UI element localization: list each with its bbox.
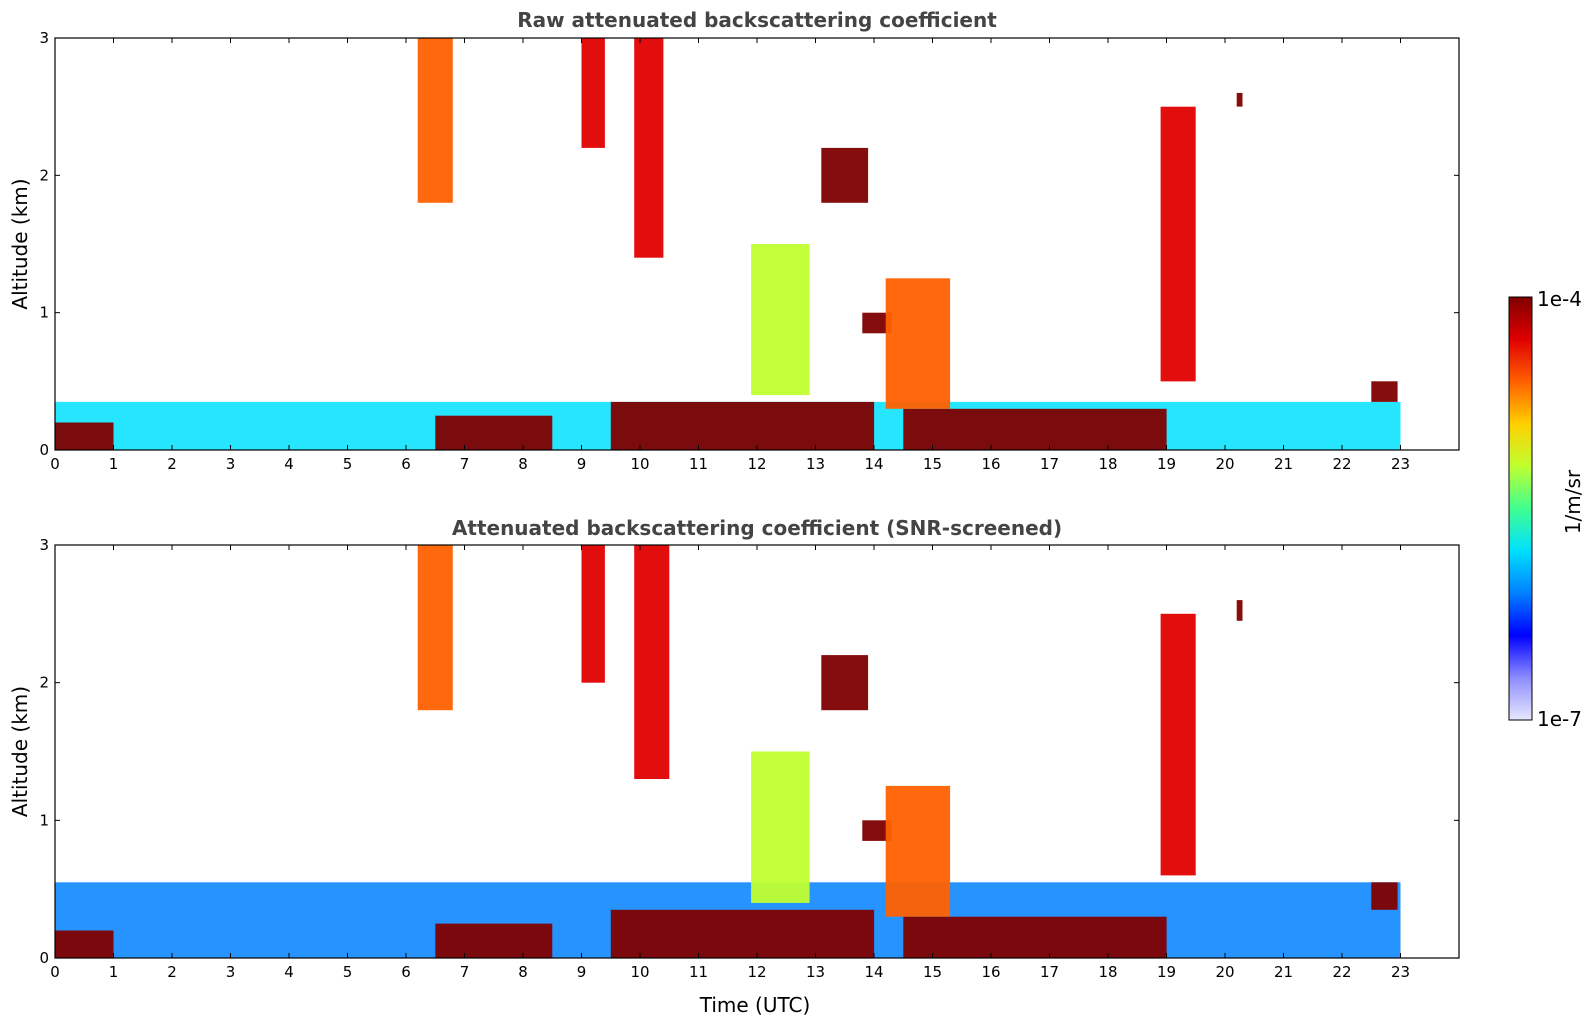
heatmap-layer-8 [821, 147, 869, 203]
x-tick-label: 1 [109, 455, 119, 473]
heatmap-layer-4 [903, 408, 1167, 450]
colorbar: 1e-4 1e-7 1/m/sr [1508, 287, 1585, 731]
chart-title: Attenuated backscattering coefficient (S… [452, 516, 1062, 540]
x-tick-label: 2 [167, 963, 177, 981]
heatmap-layer-12 [1160, 613, 1196, 876]
chart-title: Raw attenuated backscattering coefficien… [517, 8, 997, 32]
y-tick-label: 3 [39, 536, 49, 554]
heatmap-layer-13 [1236, 92, 1243, 107]
heatmap-layer-9 [862, 312, 892, 334]
x-tick-label: 3 [226, 963, 236, 981]
y-tick-label: 0 [39, 949, 49, 967]
heatmap-layer-14 [1371, 882, 1398, 910]
heatmap-layer-6 [581, 545, 605, 683]
heatmap-layer-11 [751, 751, 810, 903]
x-tick-label: 11 [689, 455, 708, 473]
heatmap-layer-6 [581, 38, 605, 148]
heatmap-layer-11 [751, 244, 810, 396]
y-axis-label: Altitude (km) [8, 178, 32, 309]
heatmap-layer-12 [1160, 106, 1196, 382]
x-tick-label: 13 [806, 963, 825, 981]
x-tick-label: 20 [1215, 963, 1234, 981]
y-tick-label: 2 [39, 674, 49, 692]
colorbar-unit-label: 1/m/sr [1561, 469, 1585, 534]
x-tick-label: 4 [284, 455, 294, 473]
x-tick-label: 15 [923, 963, 942, 981]
heatmap-layer-9 [862, 820, 892, 841]
x-tick-label: 14 [864, 455, 883, 473]
x-tick-label: 8 [518, 963, 528, 981]
heatmap-layer-4 [903, 916, 1167, 958]
heatmap-layer-5 [417, 38, 453, 203]
x-tick-label: 5 [343, 963, 353, 981]
x-tick-label: 6 [401, 963, 411, 981]
heatmap-layer-2 [435, 415, 553, 450]
x-tick-label: 0 [50, 963, 60, 981]
heatmap-layer-10 [885, 278, 951, 409]
x-tick-label: 18 [1098, 455, 1117, 473]
y-axis-label: Altitude (km) [8, 686, 32, 817]
colorbar-max-label: 1e-4 [1537, 287, 1582, 311]
y-tick-label: 3 [39, 29, 49, 47]
x-tick-label: 4 [284, 963, 294, 981]
x-tick-label: 3 [226, 455, 236, 473]
heatmap-layer-1 [55, 930, 114, 958]
x-tick-label: 7 [460, 963, 470, 981]
x-tick-label: 5 [343, 455, 353, 473]
x-tick-label: 16 [981, 455, 1000, 473]
x-tick-label: 12 [747, 455, 766, 473]
x-tick-label: 15 [923, 455, 942, 473]
heatmap-layer-1 [55, 422, 114, 450]
panel-1: 0 1 2 3 4 5 6 7 8 9 10 11 12 13 14 15 16 17 18 19 20 21 22 2301… [8, 8, 1460, 473]
x-tick-label: 19 [1157, 963, 1176, 981]
x-tick-label: 1 [109, 963, 119, 981]
heatmap-layer-5 [417, 545, 453, 711]
x-tick-label: 17 [1040, 963, 1059, 981]
x-axis-label: Time (UTC) [699, 993, 811, 1017]
x-tick-label: 22 [1332, 455, 1351, 473]
colorbar-scale [1508, 296, 1533, 721]
x-tick-label: 10 [630, 455, 649, 473]
x-tick-label: 13 [806, 455, 825, 473]
x-tick-label: 18 [1098, 963, 1117, 981]
x-tick-label: 0 [50, 455, 60, 473]
heatmap-layer-3 [610, 401, 875, 450]
panel-2: 0 1 2 3 4 5 6 7 8 9 10 11 12 13 14 15 16 17 18 19 20 21 22 2301… [8, 516, 1460, 1017]
x-tick-label: 23 [1391, 963, 1410, 981]
heatmap-layer-2 [435, 923, 553, 958]
x-tick-label: 21 [1274, 455, 1293, 473]
x-tick-label: 16 [981, 963, 1000, 981]
x-tick-label: 23 [1391, 455, 1410, 473]
x-tick-label: 7 [460, 455, 470, 473]
x-tick-label: 8 [518, 455, 528, 473]
y-tick-label: 2 [39, 166, 49, 184]
x-tick-label: 17 [1040, 455, 1059, 473]
x-tick-label: 12 [747, 963, 766, 981]
x-tick-label: 6 [401, 455, 411, 473]
x-tick-label: 21 [1274, 963, 1293, 981]
colorbar-min-label: 1e-7 [1537, 707, 1582, 731]
heatmap-layer-7 [634, 38, 664, 258]
y-tick-label: 1 [39, 304, 49, 322]
x-tick-label: 10 [630, 963, 649, 981]
heatmap-layer-8 [821, 655, 869, 711]
x-tick-label: 20 [1215, 455, 1234, 473]
heatmap-layer-3 [610, 909, 875, 958]
heatmap-layer-7 [634, 545, 670, 779]
heatmap-layer-13 [1236, 600, 1243, 621]
heatmap-layer-10 [885, 785, 951, 917]
x-tick-label: 9 [577, 963, 587, 981]
x-tick-label: 2 [167, 455, 177, 473]
x-tick-label: 14 [864, 963, 883, 981]
x-tick-label: 19 [1157, 455, 1176, 473]
heatmap-layer-14 [1371, 381, 1398, 402]
x-tick-label: 11 [689, 963, 708, 981]
x-tick-label: 22 [1332, 963, 1351, 981]
y-tick-label: 1 [39, 811, 49, 829]
y-tick-label: 0 [39, 441, 49, 459]
x-tick-label: 9 [577, 455, 587, 473]
